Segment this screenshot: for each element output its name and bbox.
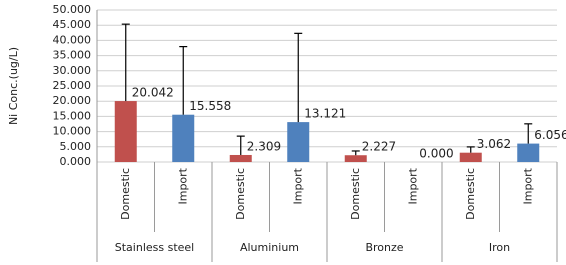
y-tick-label: 20.000: [53, 94, 92, 107]
y-tick-label: 30.000: [53, 64, 92, 77]
y-axis-label: Ni Conc.(ug/L): [7, 47, 20, 125]
group-label: Stainless steel: [115, 241, 194, 254]
data-label: 6.056: [534, 128, 566, 142]
data-label: 15.558: [189, 99, 231, 113]
x-tick-label: Import: [406, 167, 419, 204]
x-tick-label: Domestic: [464, 168, 477, 220]
y-tick-label: 40.000: [53, 33, 92, 46]
x-tick-label: Domestic: [349, 168, 362, 220]
group-label: Bronze: [365, 241, 403, 254]
data-label: 13.121: [304, 107, 346, 121]
x-tick-label: Import: [521, 167, 534, 204]
bar: [287, 122, 310, 162]
data-label: 2.227: [362, 140, 396, 154]
y-tick-label: 0.000: [60, 155, 92, 168]
data-label: 20.042: [132, 86, 174, 100]
y-tick-label: 10.000: [53, 125, 92, 138]
y-tick-label: 35.000: [53, 49, 92, 62]
x-tick-label: Import: [291, 167, 304, 204]
y-tick-label: 15.000: [53, 109, 92, 122]
y-tick-label: 50.000: [53, 3, 92, 16]
group-label: Iron: [489, 241, 510, 254]
data-label: 2.309: [247, 139, 281, 153]
x-tick-label: Domestic: [234, 168, 247, 220]
data-label: 3.062: [477, 137, 511, 151]
bar: [172, 114, 195, 162]
bar: [459, 152, 482, 162]
bar: [229, 154, 252, 162]
bar: [517, 143, 540, 162]
y-tick-label: 25.000: [53, 79, 92, 92]
group-label: Aluminium: [240, 241, 299, 254]
y-tick-label: 5.000: [60, 140, 92, 153]
bar: [114, 101, 137, 162]
data-label: 0.000: [419, 147, 453, 161]
x-tick-label: Domestic: [119, 168, 132, 220]
y-tick-label: 45.000: [53, 18, 92, 31]
bar: [344, 155, 367, 162]
x-tick-label: Import: [176, 167, 189, 204]
